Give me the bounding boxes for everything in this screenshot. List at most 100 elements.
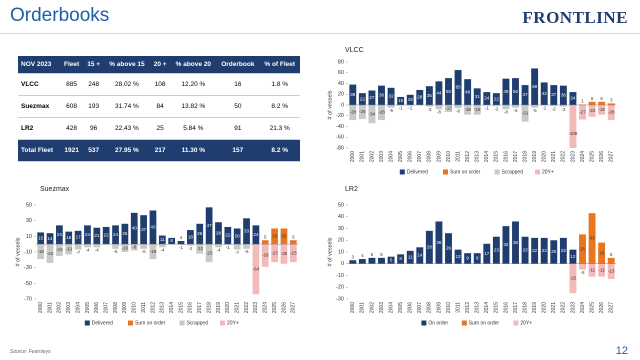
x-tick-label: 2004 bbox=[388, 151, 394, 162]
table-row: NOV 2023 Fleet 15 +% above 15 20 +% above 2… bbox=[18, 56, 300, 74]
data-label: 43 bbox=[590, 236, 596, 241]
data-label: 33 bbox=[244, 228, 250, 233]
data-label: -27 bbox=[579, 109, 586, 114]
bar bbox=[483, 92, 491, 105]
x-tick-label: 2012 bbox=[150, 302, 156, 313]
data-label: 24 bbox=[85, 232, 91, 237]
bar bbox=[349, 84, 357, 105]
bar bbox=[65, 231, 73, 245]
table-cell: Suezmax bbox=[18, 95, 60, 118]
bar bbox=[243, 218, 250, 245]
bar bbox=[177, 241, 185, 245]
bar bbox=[492, 105, 500, 107]
bar bbox=[140, 244, 147, 249]
data-label: 6 bbox=[591, 96, 594, 101]
table-cell: % above 20 bbox=[170, 56, 217, 74]
y-tick-label: -60 bbox=[336, 135, 344, 141]
bar bbox=[252, 225, 260, 245]
legend-label: On order bbox=[428, 320, 448, 326]
bar bbox=[187, 230, 194, 245]
data-label: -108 bbox=[568, 131, 578, 136]
bar bbox=[492, 236, 500, 264]
data-label: -3 bbox=[561, 107, 565, 112]
data-label: 26 bbox=[446, 246, 452, 251]
data-label: -4 bbox=[216, 247, 220, 252]
table-row: LR2 428 96 22.43 % 25 5.84 % 91 21.3 % bbox=[18, 117, 300, 140]
x-tick-label: 2027 bbox=[291, 302, 297, 313]
table-cell: 20 + bbox=[149, 56, 171, 74]
x-tick-label: 2014 bbox=[484, 151, 490, 162]
y-tick-label: 30 bbox=[338, 226, 344, 232]
bar bbox=[358, 259, 366, 264]
data-label: 1 bbox=[581, 99, 584, 104]
bar bbox=[559, 105, 567, 107]
x-tick-label: 2012 bbox=[465, 302, 471, 313]
bar bbox=[378, 257, 385, 264]
data-label: 20 bbox=[551, 249, 557, 254]
bar bbox=[502, 226, 510, 264]
x-tick-label: 2025 bbox=[589, 302, 595, 313]
bar bbox=[158, 244, 166, 248]
x-tick-label: 2005 bbox=[398, 151, 404, 162]
bar bbox=[598, 105, 606, 115]
table-cell: % of Fleet bbox=[259, 56, 300, 74]
data-label: 4 bbox=[180, 235, 183, 240]
table-cell: 50 bbox=[216, 95, 260, 118]
bar bbox=[598, 242, 606, 264]
bar bbox=[435, 221, 443, 264]
x-tick-label: 2017 bbox=[513, 151, 519, 162]
x-tick-label: 2003 bbox=[379, 151, 385, 162]
legend-swatch bbox=[84, 320, 90, 326]
data-label: -1 bbox=[542, 106, 546, 111]
bars bbox=[349, 213, 615, 294]
y-axis-label: # of vessels bbox=[327, 90, 333, 119]
bar bbox=[579, 104, 586, 105]
bar bbox=[215, 222, 222, 245]
data-label: -19 bbox=[37, 249, 44, 254]
data-label: 25 bbox=[580, 246, 586, 251]
x-tick-label: 2025 bbox=[272, 302, 278, 313]
bar bbox=[550, 240, 558, 264]
data-label: 24 bbox=[253, 232, 259, 237]
x-tick-label: 2026 bbox=[599, 151, 605, 162]
data-label: 15 bbox=[38, 235, 44, 240]
x-tick-label: 2019 bbox=[532, 151, 538, 162]
y-tick-label: 50 bbox=[26, 202, 32, 208]
y-tick-label: 40 bbox=[338, 81, 344, 87]
data-label: 14 bbox=[417, 253, 423, 258]
data-label: 28 bbox=[216, 230, 222, 235]
data-label: 50 bbox=[513, 89, 519, 94]
x-tick-label: 2006 bbox=[408, 151, 414, 162]
data-label: -23 bbox=[290, 250, 297, 255]
x-tick-label: 2008 bbox=[427, 151, 433, 162]
bar bbox=[588, 213, 596, 264]
data-label: 68 bbox=[532, 84, 538, 89]
legend-label: Sum on order bbox=[135, 320, 166, 326]
data-label: 26 bbox=[197, 231, 203, 236]
x-tick-label: 2027 bbox=[609, 302, 615, 313]
bar bbox=[280, 228, 288, 245]
y-axis-label: # of vessels bbox=[15, 237, 21, 266]
data-label: -4 bbox=[95, 247, 99, 252]
x-tick-label: 2012 bbox=[465, 151, 471, 162]
bar bbox=[149, 244, 157, 260]
data-label: 3 bbox=[610, 98, 613, 103]
bar bbox=[569, 92, 577, 105]
data-label: 24 bbox=[113, 232, 119, 237]
x-tick-label: 2021 bbox=[551, 302, 557, 313]
x-tick-label: 2013 bbox=[475, 302, 481, 313]
chart-title: Suezmax bbox=[40, 186, 70, 193]
x-tick-label: 2011 bbox=[141, 302, 147, 313]
data-label: 6 bbox=[600, 96, 603, 101]
table-cell: 5.84 % bbox=[170, 117, 217, 140]
bar bbox=[540, 237, 548, 264]
table-cell: 885 bbox=[59, 73, 84, 96]
data-label: -18 bbox=[464, 107, 471, 112]
bar bbox=[271, 228, 278, 245]
table-cell: 27.95 % bbox=[104, 139, 150, 162]
x-tick-label: 2004 bbox=[388, 302, 394, 313]
legend-swatch bbox=[461, 320, 467, 326]
y-tick-label: -30 bbox=[336, 296, 344, 302]
data-label: -1 bbox=[408, 106, 412, 111]
